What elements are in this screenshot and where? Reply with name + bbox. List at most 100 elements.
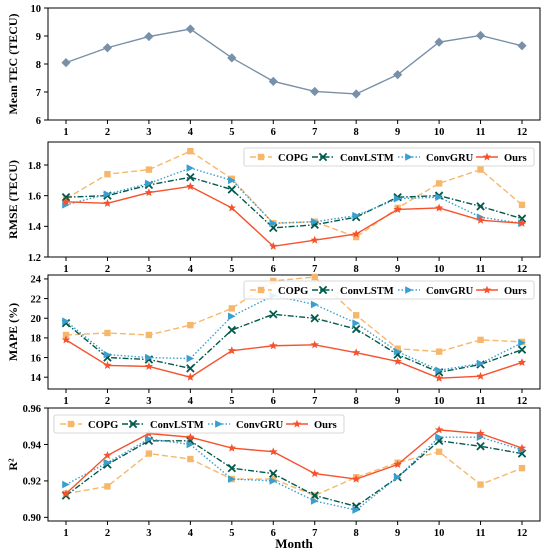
x-tick-label: 12 [517,264,528,275]
data-point [145,179,153,188]
y-tick-label: 14 [31,373,42,384]
legend-entry-ours: Ours [476,285,527,297]
data-point [227,463,237,473]
data-point [434,425,444,434]
series-line [65,436,523,511]
data-point [185,24,195,34]
legend-marker [257,153,265,161]
data-point [103,198,112,207]
x-tick-label: 9 [395,396,400,407]
data-point [435,448,443,455]
data-point [103,361,112,369]
y-tick-label: 1.2 [28,253,41,264]
legend-box [243,147,535,167]
data-point [477,166,484,173]
legend-label: COPG [88,420,118,431]
data-point [435,433,443,441]
legend-entry-convgru: ConvGRU [398,153,474,164]
data-point [517,218,527,227]
data-point [394,345,401,352]
data-point [145,166,153,173]
data-point [227,325,237,335]
y-tick-label: 1.8 [28,161,41,172]
data-point [518,201,526,209]
x-tick-label: 11 [476,264,486,275]
x-tick-label: 7 [312,264,317,275]
data-point [186,354,195,363]
data-point [145,331,153,339]
y-axis-label: Mean TEC (TECU) [6,13,20,114]
data-point [310,314,319,323]
x-tick-label: 3 [146,264,151,275]
data-point [62,331,70,339]
y-axis-label: RMSE (TECU) [6,160,20,239]
legend-label: Ours [314,420,337,431]
y-axis-label: R² [6,458,20,471]
legend-entry-copg: COPG [60,420,118,431]
x-tick-label: 10 [434,264,445,275]
x-tick-label: 1 [63,396,68,407]
data-point [187,455,194,463]
data-point [517,345,527,354]
data-point [434,373,444,382]
data-point [61,192,71,202]
data-point [186,432,195,441]
data-point [228,176,236,185]
data-point [228,312,236,321]
legend-entry-ours: Ours [286,419,337,431]
legend-marker [128,419,138,429]
data-point [144,31,154,42]
legend: COPG ConvLSTM ConvGRU Ours [243,147,535,167]
data-point [434,203,444,212]
legend-entry-copg: COPG [250,286,308,297]
data-point [435,193,443,201]
data-point [435,180,443,187]
data-point [103,450,112,459]
x-tick-label: 4 [188,264,194,275]
x-axis-label: Month [275,536,313,551]
data-point [145,450,153,457]
x-tick-label: 9 [395,528,400,539]
x-tick-label: 5 [229,127,234,138]
data-point [228,475,236,483]
y-tick-label: 16 [31,353,42,364]
data-point [269,310,278,319]
data-point [393,357,402,366]
series-ours [61,335,527,382]
data-point [393,347,402,356]
y-tick-label: 8 [36,60,41,71]
data-point [476,371,485,380]
data-point [352,229,361,238]
data-point [475,30,486,41]
data-point [62,480,70,489]
data-point [61,197,71,206]
data-point [61,57,71,68]
data-point [186,164,195,172]
data-point [227,346,236,355]
data-point [517,358,527,367]
series-line [65,313,523,374]
y-tick-label: 9 [36,32,41,43]
x-tick-label: 6 [271,127,276,138]
legend-marker [405,286,413,294]
x-tick-label: 5 [229,528,234,539]
legend-box [53,414,345,434]
data-point [351,324,361,334]
data-point [517,443,527,452]
data-point [352,319,360,327]
data-point [393,194,402,203]
data-point [476,359,485,368]
data-point [352,348,361,357]
data-point [476,215,485,224]
x-tick-label: 8 [354,528,359,539]
legend-label: ConvGRU [236,420,284,431]
data-point [476,429,485,438]
x-tick-label: 2 [105,396,110,407]
x-tick-label: 11 [476,396,486,407]
data-point [269,469,278,478]
series-line [65,339,523,379]
